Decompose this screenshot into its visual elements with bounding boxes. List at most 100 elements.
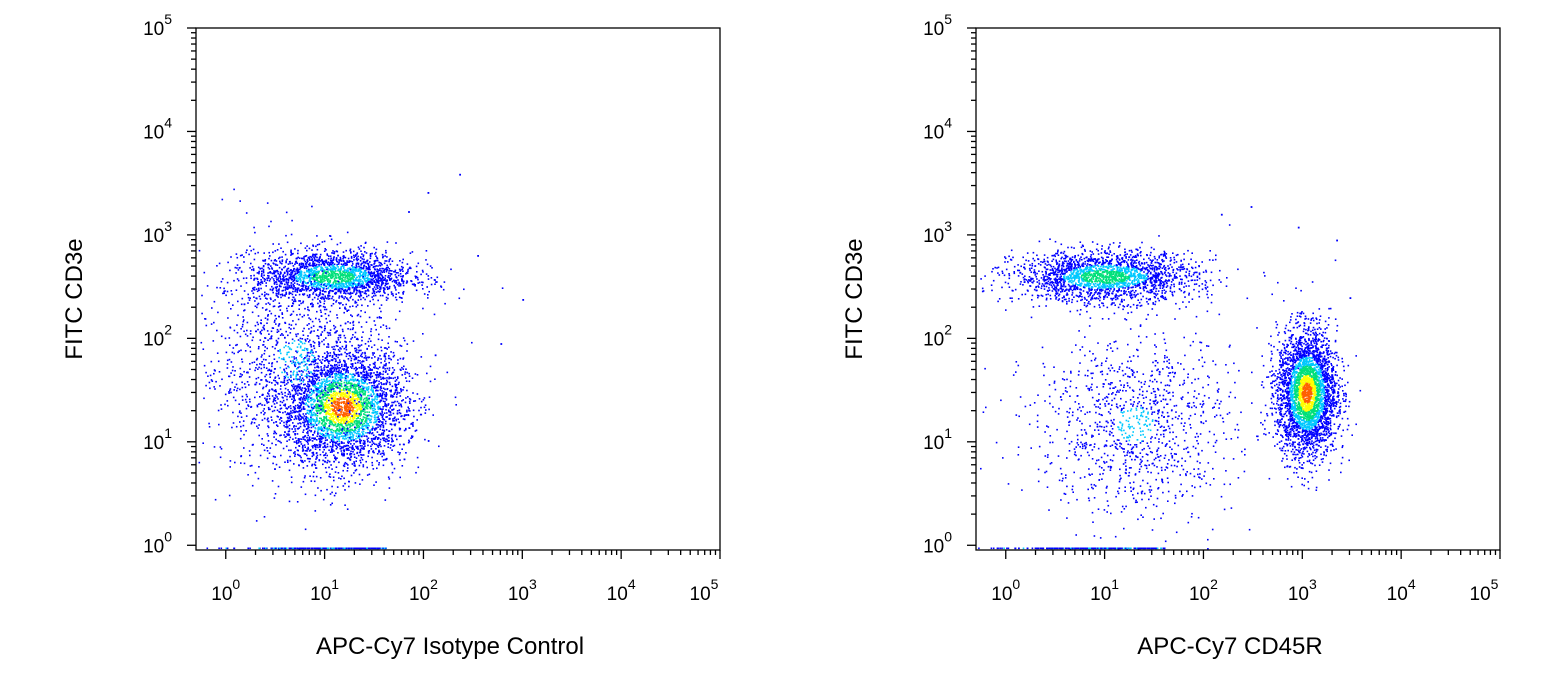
event-dot bbox=[358, 464, 361, 467]
event-dot bbox=[358, 405, 361, 407]
event-dot bbox=[374, 356, 376, 358]
event-dot bbox=[339, 336, 342, 339]
event-dot bbox=[362, 297, 365, 299]
event-dot bbox=[337, 414, 340, 417]
event-dot bbox=[396, 393, 398, 396]
event-dot bbox=[420, 356, 423, 358]
event-dot bbox=[346, 426, 349, 429]
event-dot bbox=[397, 274, 400, 277]
event-dot bbox=[330, 263, 333, 266]
event-dot bbox=[320, 281, 323, 283]
event-dot bbox=[329, 445, 332, 448]
event-dot bbox=[364, 392, 366, 395]
event-dot bbox=[320, 266, 322, 268]
event-dot bbox=[327, 459, 329, 462]
event-dot bbox=[333, 439, 335, 442]
event-dot bbox=[305, 419, 308, 421]
event-dot bbox=[307, 296, 310, 299]
event-dot bbox=[376, 348, 379, 351]
event-dot bbox=[389, 447, 392, 449]
event-dot bbox=[323, 367, 325, 369]
event-dot bbox=[334, 367, 337, 369]
event-dot bbox=[284, 387, 287, 390]
event-dot bbox=[411, 435, 414, 438]
event-dot bbox=[374, 381, 376, 383]
event-dot bbox=[422, 307, 424, 310]
event-dot bbox=[378, 269, 381, 272]
event-dot bbox=[293, 363, 296, 366]
event-dot bbox=[380, 310, 382, 313]
event-dot bbox=[339, 341, 341, 343]
event-dot bbox=[276, 396, 278, 398]
event-dot bbox=[335, 411, 337, 414]
event-dot bbox=[344, 340, 346, 343]
event-dot bbox=[376, 393, 379, 395]
event-dot bbox=[416, 374, 419, 376]
event-dot bbox=[401, 279, 404, 282]
event-dot bbox=[344, 372, 347, 374]
event-dot bbox=[369, 268, 371, 271]
event-dot bbox=[372, 390, 375, 393]
event-dot bbox=[329, 476, 332, 478]
event-dot bbox=[328, 397, 330, 399]
event-dot bbox=[319, 477, 322, 479]
event-dot bbox=[384, 388, 386, 391]
event-dot bbox=[351, 406, 354, 408]
event-dot bbox=[347, 381, 350, 383]
event-dot bbox=[310, 412, 313, 414]
event-dot bbox=[352, 410, 355, 412]
event-dot bbox=[316, 414, 319, 417]
event-dot bbox=[307, 385, 309, 388]
event-dot bbox=[306, 338, 309, 340]
event-dot bbox=[391, 260, 394, 262]
event-dot bbox=[353, 383, 356, 386]
event-dot bbox=[368, 402, 370, 405]
event-dot bbox=[332, 397, 334, 399]
event-dot bbox=[339, 290, 341, 293]
event-dot bbox=[285, 435, 287, 438]
event-dot bbox=[375, 420, 378, 423]
event-dot bbox=[331, 404, 334, 406]
event-dot bbox=[341, 435, 343, 437]
event-dot bbox=[321, 262, 324, 264]
event-dot bbox=[240, 270, 243, 273]
event-dot bbox=[365, 373, 368, 375]
event-dot bbox=[362, 260, 365, 263]
event-dot bbox=[351, 405, 353, 407]
event-dot bbox=[358, 420, 360, 422]
event-dot bbox=[329, 451, 332, 453]
event-dot bbox=[311, 463, 314, 466]
event-dot bbox=[268, 381, 271, 383]
event-dot bbox=[381, 393, 384, 395]
event-dot bbox=[331, 423, 333, 426]
event-dot bbox=[339, 419, 341, 421]
event-dot bbox=[370, 421, 372, 424]
event-dot bbox=[347, 457, 350, 459]
event-dot bbox=[389, 377, 391, 379]
event-dot bbox=[376, 398, 378, 401]
event-dot bbox=[330, 371, 333, 373]
event-dot bbox=[433, 313, 436, 316]
event-dot bbox=[377, 376, 380, 378]
event-dot bbox=[349, 404, 352, 407]
event-dot bbox=[332, 429, 335, 432]
event-dot bbox=[382, 431, 385, 434]
event-dot bbox=[342, 437, 344, 440]
event-dot bbox=[345, 353, 348, 355]
event-dot bbox=[322, 263, 325, 265]
event-dot bbox=[331, 394, 333, 396]
event-dot bbox=[342, 469, 344, 472]
event-dot bbox=[376, 453, 379, 455]
event-dot bbox=[382, 464, 385, 467]
event-dot bbox=[362, 374, 364, 376]
event-dot bbox=[420, 273, 422, 276]
event-dot bbox=[335, 448, 338, 450]
event-dot bbox=[366, 438, 369, 441]
event-dot bbox=[377, 278, 379, 280]
event-dot bbox=[345, 303, 347, 306]
event-dot bbox=[332, 250, 334, 252]
event-dot bbox=[337, 429, 340, 432]
event-dot bbox=[340, 266, 342, 269]
event-dot bbox=[362, 405, 365, 407]
event-dot bbox=[250, 249, 252, 252]
